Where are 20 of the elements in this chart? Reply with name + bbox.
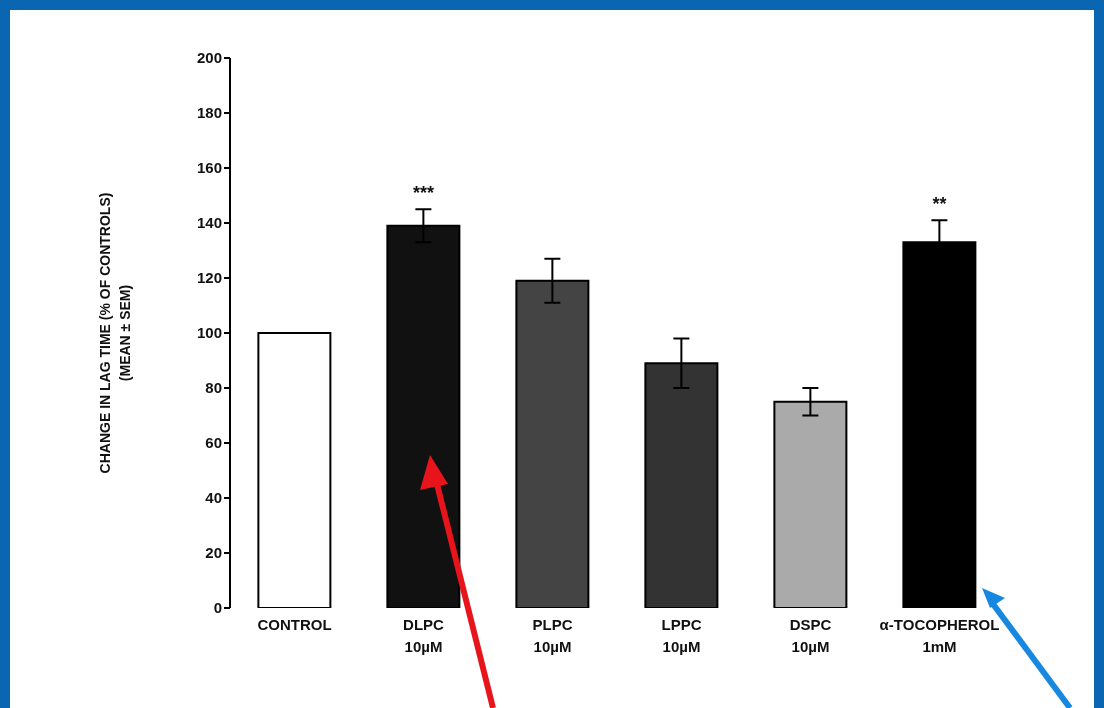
- annotation: **: [932, 194, 947, 215]
- y-tick-label: 0: [213, 599, 222, 617]
- x-tick-label: CONTROL: [257, 616, 332, 633]
- y-tick-label: 60: [205, 434, 222, 452]
- x-tick-label: LPPC 10µM: [661, 616, 702, 655]
- x-tick-label: DLPC 10µM: [403, 616, 445, 655]
- y-tick-label: 40: [205, 489, 222, 507]
- y-tick-label: 120: [196, 269, 222, 287]
- annotation: ***: [412, 183, 435, 204]
- y-axis-title: CHANGE IN LAG TIME (% OF CONTROLS) (MEAN ± SEM): [97, 192, 133, 474]
- y-tick-label: 20: [205, 544, 222, 562]
- y-tick-label: 140: [196, 214, 222, 232]
- x-tick-label: PLPC 10µM: [532, 616, 573, 655]
- x-tick-label: α-TOCOPHEROL 1mM: [879, 616, 1000, 655]
- y-tick-label: 180: [196, 104, 222, 122]
- y-tick-label: 160: [196, 159, 222, 177]
- y-tick-label: 80: [205, 379, 222, 397]
- y-tick-label: 100: [196, 324, 222, 342]
- x-tick-label: DSPC 10µM: [789, 616, 832, 655]
- y-tick-label: 200: [196, 49, 222, 67]
